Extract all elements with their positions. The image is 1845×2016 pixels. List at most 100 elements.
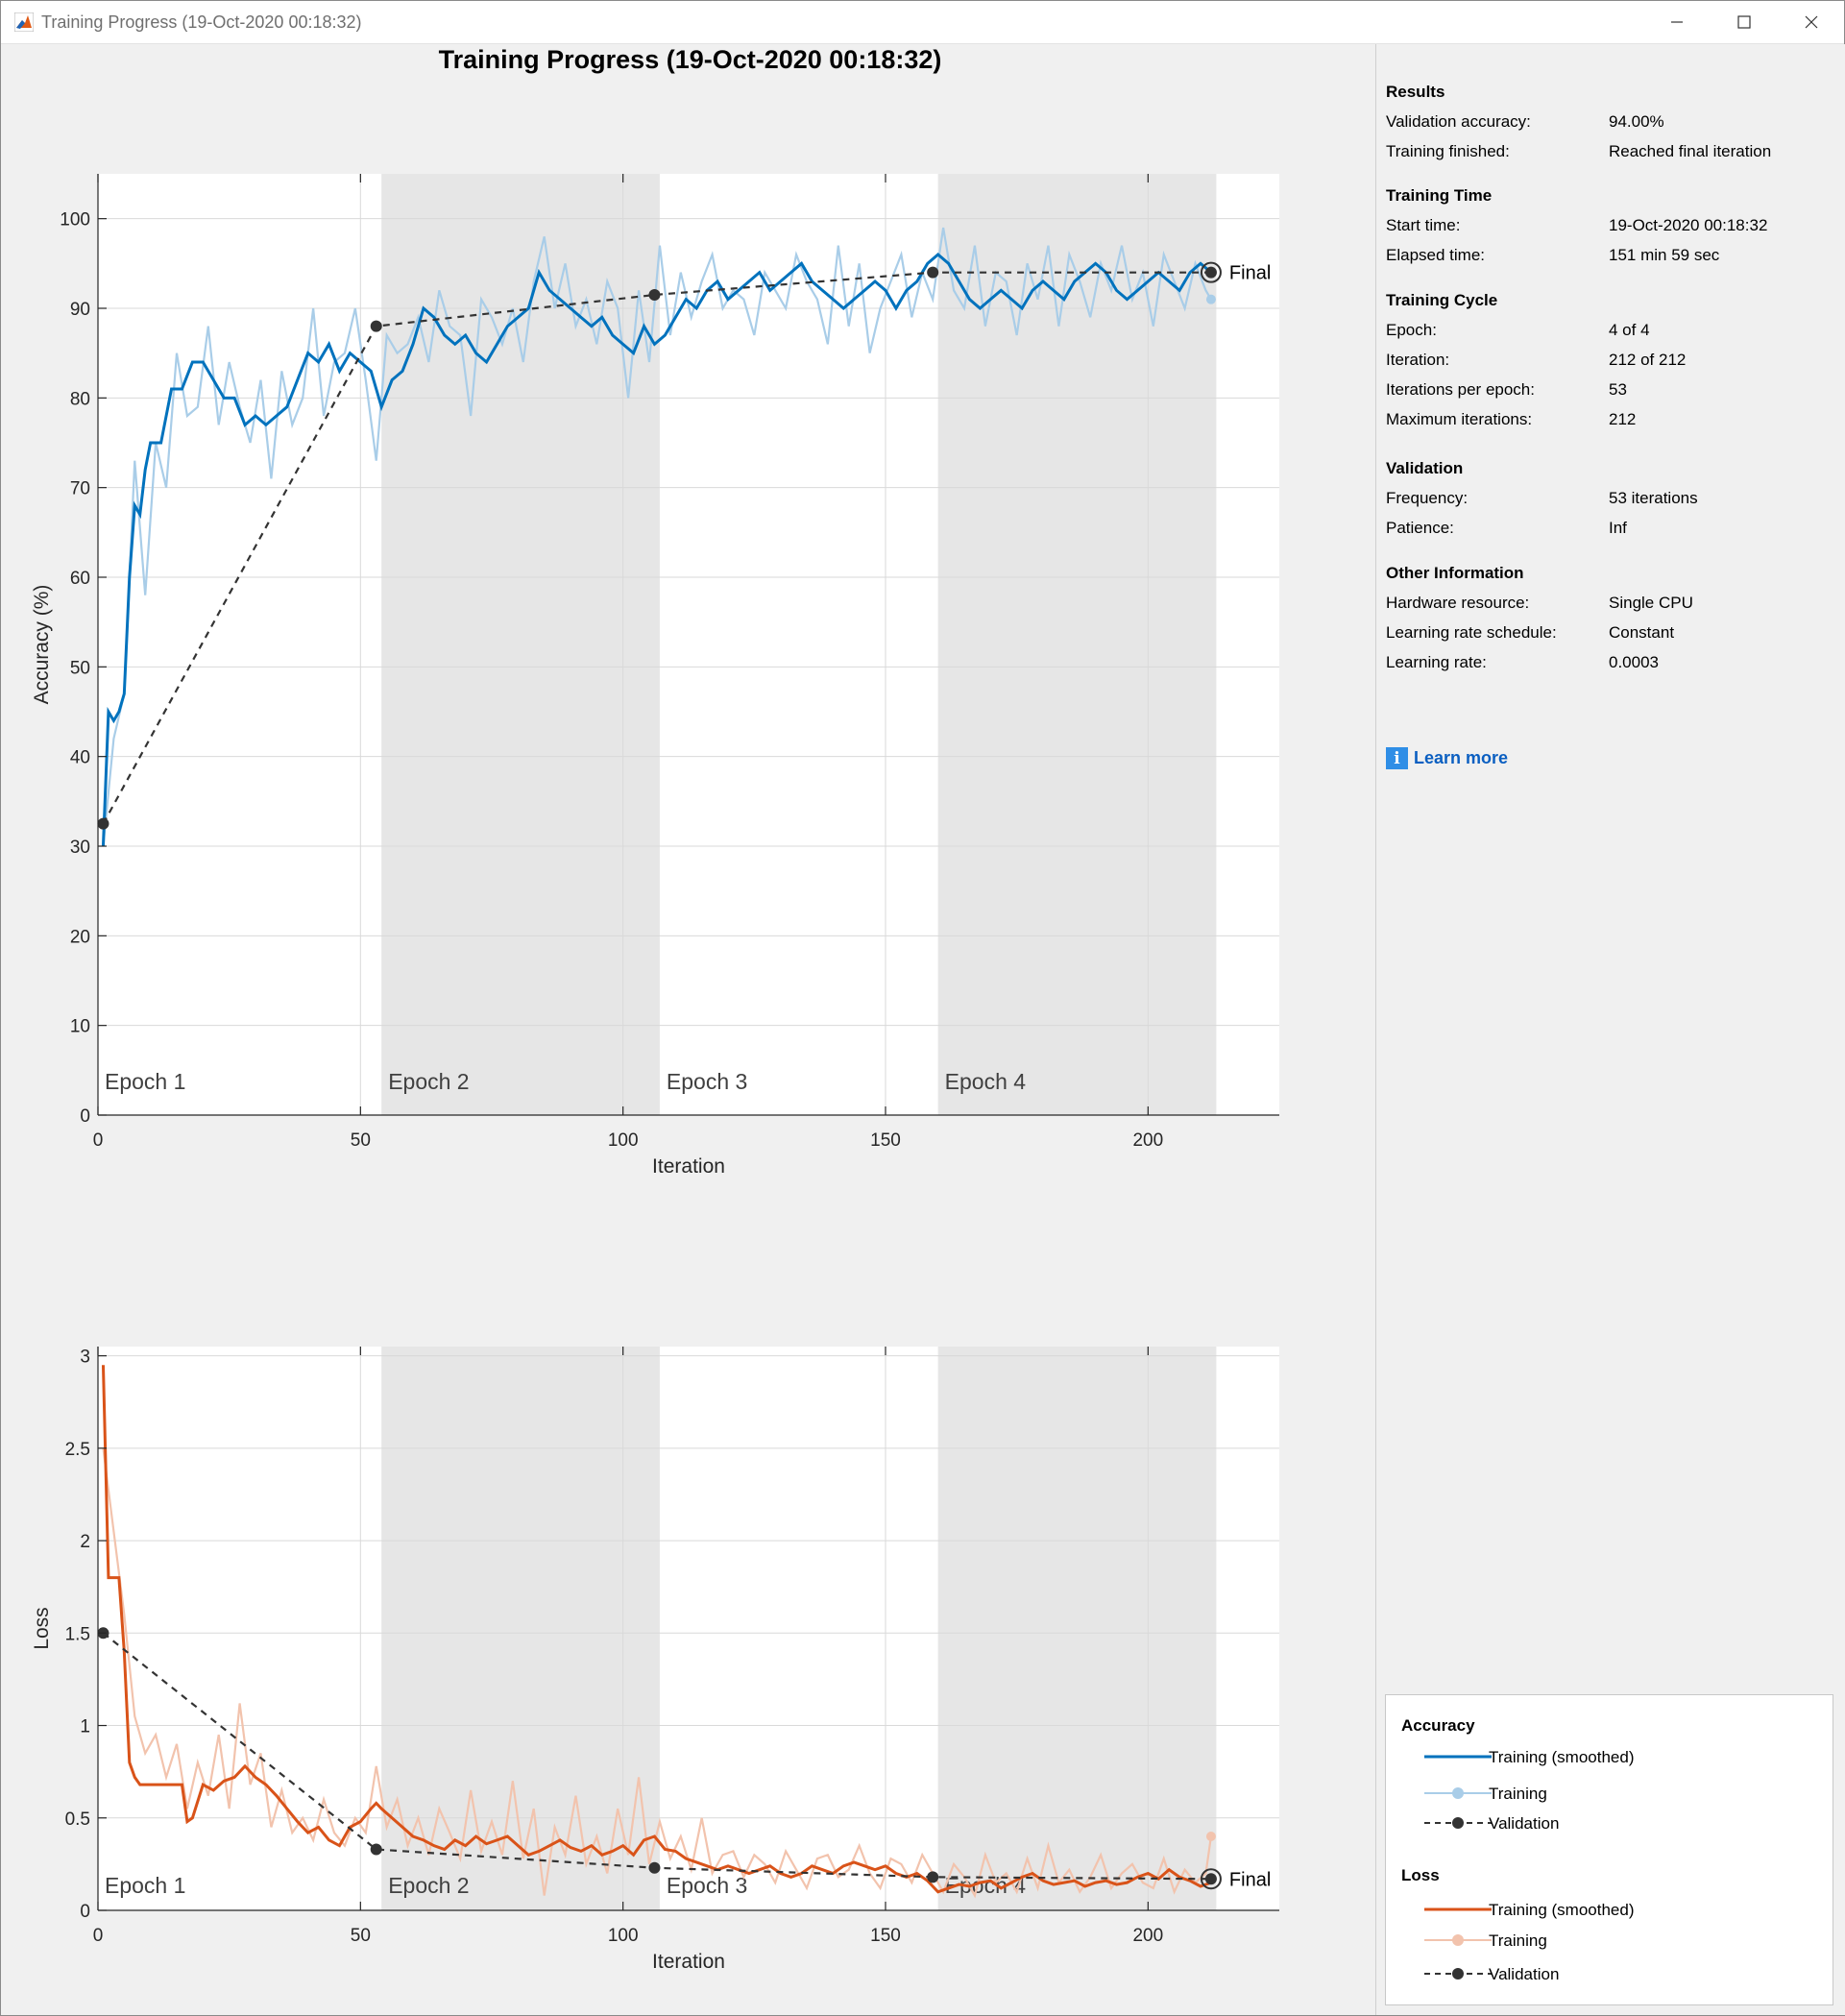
validation-point xyxy=(927,266,939,279)
epoch-band xyxy=(937,1347,1217,1910)
maximize-button[interactable] xyxy=(1711,1,1778,43)
minimize-icon xyxy=(1671,21,1683,23)
validation-point xyxy=(370,320,382,332)
validation-point xyxy=(648,1861,661,1874)
validation-point xyxy=(1204,266,1217,279)
info-label: Elapsed time: xyxy=(1386,246,1485,264)
validation-point xyxy=(97,817,109,830)
legend-loss-training-label: Training xyxy=(1489,1931,1547,1950)
info-label: Iteration: xyxy=(1386,351,1450,369)
epoch-label: Epoch 1 xyxy=(105,1069,185,1094)
y-tick-label: 0 xyxy=(80,1106,90,1127)
legend-acc-smoothed-swatch xyxy=(1424,1755,1492,1759)
legend-accuracy-heading: Accuracy xyxy=(1401,1716,1475,1735)
y-tick-label: 1 xyxy=(80,1717,90,1737)
info-value: Constant xyxy=(1609,623,1675,642)
main-title: Training Progress (19-Oct-2020 00:18:32) xyxy=(438,45,942,74)
info-label: Start time: xyxy=(1386,216,1461,234)
x-tick-label: 150 xyxy=(870,1926,901,1946)
x-tick-label: 50 xyxy=(351,1926,371,1946)
x-axis-label: Iteration xyxy=(652,1951,725,1973)
x-tick-label: 150 xyxy=(870,1130,901,1151)
legend-acc-smoothed-label: Training (smoothed) xyxy=(1489,1748,1635,1766)
info-label: Frequency: xyxy=(1386,489,1469,507)
y-tick-label: 30 xyxy=(70,838,90,858)
y-tick-label: 90 xyxy=(70,300,90,320)
y-tick-label: 10 xyxy=(70,1017,90,1037)
info-value: 212 xyxy=(1609,410,1637,428)
legend-loss-smoothed-label: Training (smoothed) xyxy=(1489,1901,1635,1919)
learn-more-label[interactable]: Learn more xyxy=(1414,748,1509,767)
info-value: 94.00% xyxy=(1609,112,1664,131)
epoch-label: Epoch 4 xyxy=(945,1069,1027,1094)
minimize-button[interactable] xyxy=(1643,1,1711,43)
info-label: Learning rate: xyxy=(1386,653,1487,671)
y-axis-label: Accuracy (%) xyxy=(31,585,53,705)
legend-acc-training-swatch xyxy=(1424,1787,1492,1799)
legend-acc-training-label: Training xyxy=(1489,1785,1547,1803)
x-tick-label: 100 xyxy=(608,1130,639,1151)
section-heading: Results xyxy=(1386,83,1445,101)
y-axis-label: Loss xyxy=(31,1607,53,1649)
info-icon: i xyxy=(1386,747,1408,769)
info-value: 53 xyxy=(1609,380,1627,399)
info-label: Maximum iterations: xyxy=(1386,410,1533,428)
epoch-label: Epoch 1 xyxy=(105,1873,185,1898)
y-tick-label: 80 xyxy=(70,389,90,409)
section-heading: Other Information xyxy=(1386,564,1524,582)
final-label: Final xyxy=(1229,1869,1271,1890)
info-value: 19-Oct-2020 00:18:32 xyxy=(1609,216,1768,234)
y-tick-label: 70 xyxy=(70,479,90,499)
validation-point xyxy=(648,289,661,301)
y-tick-label: 1.5 xyxy=(65,1624,90,1644)
legend: Accuracy Training (smoothed) Training Va… xyxy=(1385,1694,1833,2005)
info-value: 4 of 4 xyxy=(1609,321,1650,339)
legend-loss-training-swatch xyxy=(1424,1934,1492,1946)
y-tick-label: 20 xyxy=(70,927,90,947)
info-label: Learning rate schedule: xyxy=(1386,623,1557,642)
info-value: Single CPU xyxy=(1609,594,1693,612)
training-final-point xyxy=(1205,1832,1216,1842)
legend-loss-smoothed-swatch xyxy=(1424,1907,1492,1911)
epoch-band xyxy=(381,1347,660,1910)
title-bar[interactable]: Training Progress (19-Oct-2020 00:18:32) xyxy=(1,1,1844,44)
info-value: Inf xyxy=(1609,519,1627,537)
info-value: 212 of 212 xyxy=(1609,351,1687,369)
y-tick-label: 2.5 xyxy=(65,1440,90,1460)
x-tick-label: 100 xyxy=(608,1926,639,1946)
y-tick-label: 0 xyxy=(80,1902,90,1922)
info-value: 0.0003 xyxy=(1609,653,1659,671)
info-label: Patience: xyxy=(1386,519,1454,537)
epoch-label: Epoch 3 xyxy=(667,1069,747,1094)
validation-point xyxy=(1204,1873,1217,1885)
legend-acc-validation-swatch xyxy=(1424,1817,1492,1829)
info-panel: Results Validation accuracy: 94.00% Trainin… xyxy=(1375,44,1845,2015)
info-label: Iterations per epoch: xyxy=(1386,380,1535,399)
info-value: 53 iterations xyxy=(1609,489,1698,507)
epoch-band xyxy=(937,174,1217,1115)
training-final-point xyxy=(1205,294,1216,304)
y-tick-label: 3 xyxy=(80,1348,90,1368)
learn-more-link[interactable]: i Learn more xyxy=(1386,747,1508,769)
series-smoothed-line xyxy=(101,253,1212,847)
series-training-line xyxy=(102,227,1212,847)
final-label: Final xyxy=(1229,263,1271,284)
epoch-label: Epoch 2 xyxy=(388,1873,469,1898)
y-tick-label: 50 xyxy=(70,658,90,678)
info-label: Training finished: xyxy=(1386,142,1510,160)
x-tick-label: 50 xyxy=(351,1130,371,1151)
matlab-icon xyxy=(14,12,34,32)
x-tick-label: 200 xyxy=(1132,1130,1163,1151)
legend-loss-heading: Loss xyxy=(1401,1866,1440,1884)
epoch-label: Epoch 3 xyxy=(667,1873,747,1898)
section-heading: Training Cycle xyxy=(1386,291,1498,309)
y-tick-label: 40 xyxy=(70,748,90,768)
final-marker xyxy=(1200,1868,1222,1890)
info-label: Validation accuracy: xyxy=(1386,112,1531,131)
validation-point xyxy=(927,1871,939,1883)
x-tick-label: 0 xyxy=(93,1926,104,1946)
close-button[interactable] xyxy=(1778,1,1845,43)
x-tick-label: 0 xyxy=(93,1130,104,1151)
